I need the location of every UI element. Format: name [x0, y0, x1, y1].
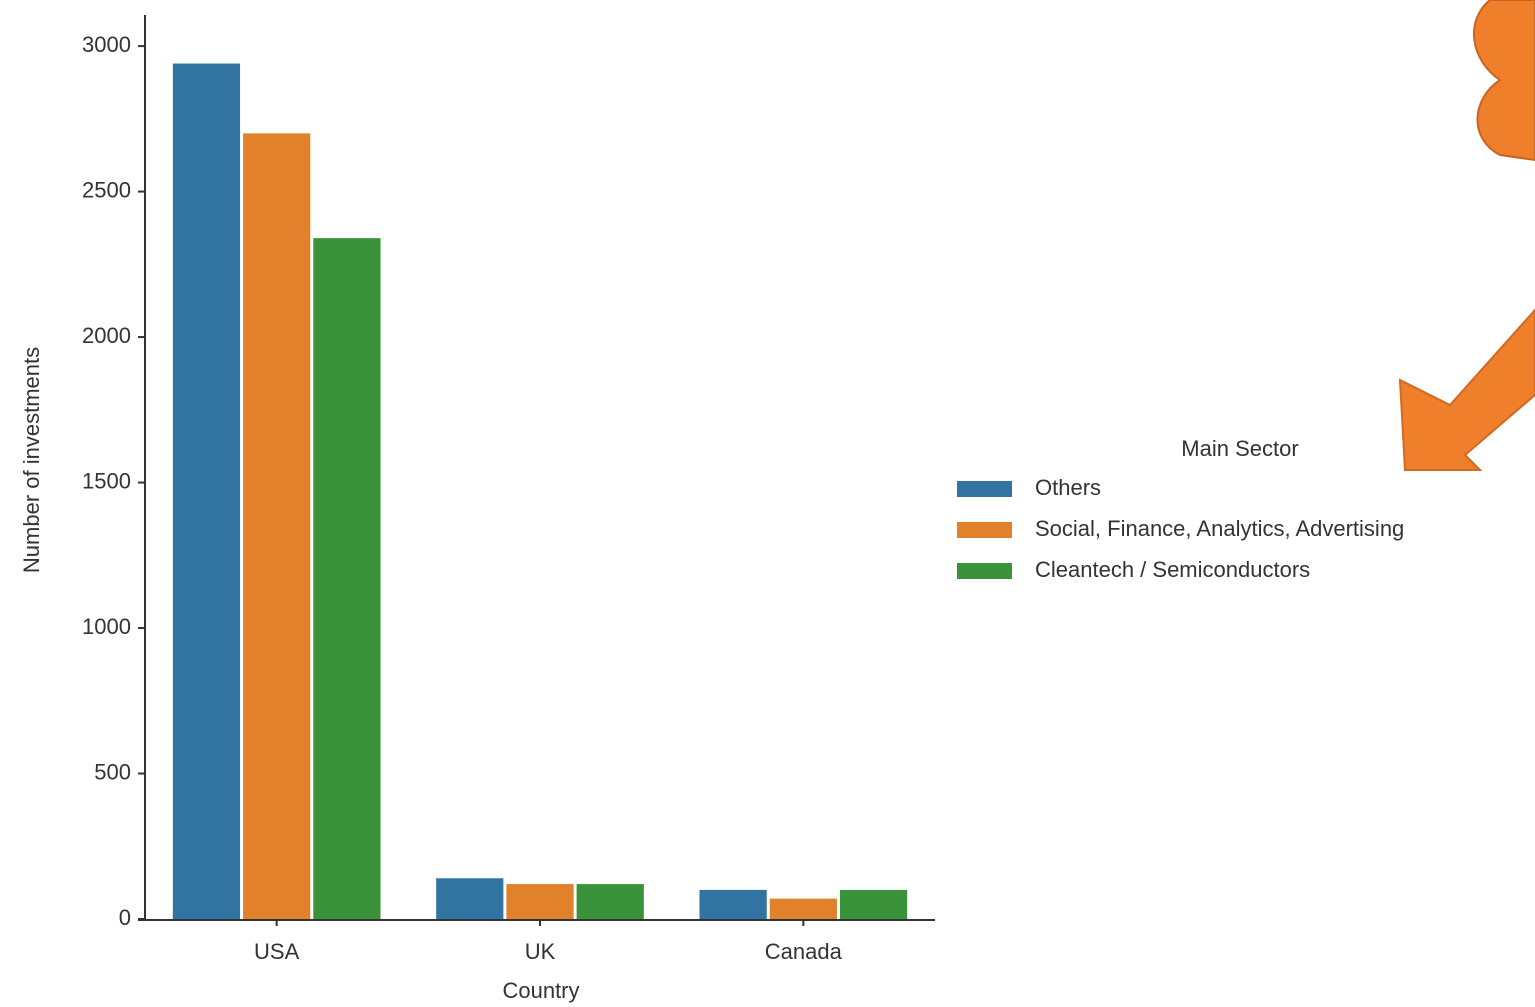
- bar: [436, 878, 504, 919]
- bar: [839, 889, 908, 919]
- bar: [769, 898, 837, 919]
- legend-swatch: [957, 481, 1012, 497]
- y-tick-label: 2500: [82, 177, 131, 202]
- y-tick-label: 2000: [82, 323, 131, 348]
- bar: [576, 884, 644, 919]
- bar: [699, 889, 767, 919]
- bar: [243, 133, 311, 920]
- legend-title: Main Sector: [1181, 436, 1298, 461]
- x-axis-label: Country: [502, 978, 579, 1003]
- x-tick-label: Canada: [765, 939, 843, 964]
- arrow: [1398, 308, 1535, 471]
- y-tick-label: 500: [94, 759, 131, 784]
- legend-label: Social, Finance, Analytics, Advertising: [1035, 516, 1404, 541]
- decoration: [1398, 0, 1535, 471]
- legend-swatch: [957, 563, 1012, 579]
- x-tick-label: USA: [254, 939, 300, 964]
- y-tick-label: 1500: [82, 468, 131, 493]
- legend-label: Cleantech / Semiconductors: [1035, 557, 1310, 582]
- y-tick-label: 1000: [82, 614, 131, 639]
- y-tick-label: 0: [119, 905, 131, 930]
- bar: [172, 63, 241, 920]
- blob: [1473, 0, 1535, 162]
- y-axis-label: Number of investments: [19, 347, 44, 573]
- legend-label: Others: [1035, 475, 1101, 500]
- x-tick-label: UK: [525, 939, 556, 964]
- legend-swatch: [957, 522, 1012, 538]
- bar: [506, 884, 574, 919]
- bar: [313, 238, 381, 919]
- y-tick-label: 3000: [82, 32, 131, 57]
